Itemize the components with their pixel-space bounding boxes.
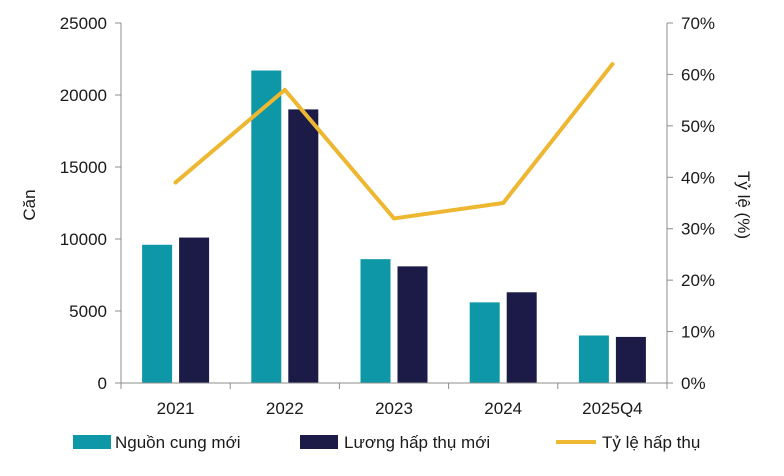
bar-absorption-2021: [179, 237, 210, 383]
bars-layer: [142, 70, 646, 384]
rate-point-2024: [501, 201, 506, 205]
bar-absorption-2023: [397, 266, 428, 383]
rate-line: [173, 62, 615, 221]
bar-supply-2022: [251, 70, 282, 384]
ticks-layer: 0 5000 10000 15000 20000 25000 0% 10% 20% 30% 40% 5…: [60, 14, 715, 418]
bar-absorption-2022: [288, 109, 319, 384]
y2-tick-label: 40%: [681, 168, 715, 187]
bar-supply-2025Q4: [578, 335, 609, 383]
legend-label-rate: Tỷ lệ hấp thụ: [602, 433, 700, 452]
legend-label-supply: Nguồn cung mới: [115, 433, 241, 452]
x-tick-label: 2023: [375, 399, 413, 418]
y-tick-label: 0: [98, 374, 107, 393]
y-tick-label: 10000: [60, 230, 107, 249]
rate-point-2021: [173, 180, 178, 185]
legend: Nguồn cung mới Lương hấp thụ mới Tỷ lệ h…: [73, 433, 700, 452]
rate-point-2025Q4: [610, 62, 615, 67]
bar-absorption-2024: [506, 292, 537, 383]
y2-tick-label: 50%: [681, 117, 715, 136]
bar-supply-2023: [360, 259, 391, 383]
y-tick-label: 25000: [60, 14, 107, 33]
y2-axis-title: Tỷ lệ (%): [734, 171, 753, 239]
y2-tick-label: 60%: [681, 65, 715, 84]
legend-swatch-absorption: [300, 435, 338, 449]
y2-tick-label: 30%: [681, 220, 715, 239]
y-tick-label: 15000: [60, 158, 107, 177]
x-tick-label: 2025Q4: [582, 399, 643, 418]
line-layer: [173, 62, 615, 221]
y2-tick-label: 10%: [681, 323, 715, 342]
x-tick-label: 2024: [484, 399, 522, 418]
y-axis-title: Căn: [20, 189, 39, 220]
legend-label-absorption: Lương hấp thụ mới: [344, 433, 490, 452]
y2-tick-label: 0%: [681, 374, 706, 393]
y2-tick-label: 20%: [681, 271, 715, 290]
y-tick-label: 20000: [60, 86, 107, 105]
bar-supply-2021: [142, 244, 173, 383]
x-tick-label: 2021: [157, 399, 195, 418]
bar-absorption-2025Q4: [615, 336, 646, 383]
y2-tick-label: 70%: [681, 14, 715, 33]
rate-point-2022: [282, 87, 287, 92]
y-tick-label: 5000: [69, 302, 107, 321]
x-tick-label: 2022: [266, 399, 304, 418]
legend-swatch-supply: [73, 435, 111, 449]
bar-supply-2024: [469, 302, 500, 383]
rate-point-2023: [392, 216, 396, 221]
axes-layer: [115, 22, 673, 389]
